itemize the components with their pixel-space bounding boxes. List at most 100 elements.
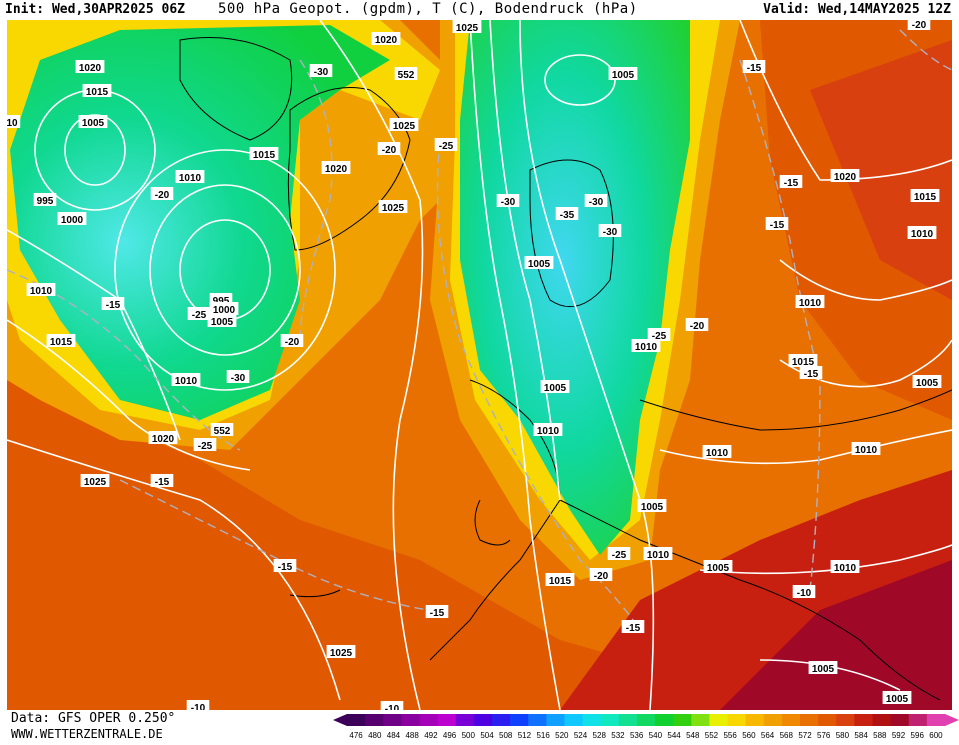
- isobar-label: 1010: [631, 339, 661, 353]
- isobar-label: 1005: [637, 499, 667, 513]
- temperature-label-box: [186, 700, 210, 710]
- colorbar-tick-label: 572: [798, 731, 812, 740]
- colorbar-swatch: [419, 714, 439, 726]
- temperature-label: -15: [101, 297, 125, 311]
- colorbar-tick-label: 560: [742, 731, 756, 740]
- colorbar-tick-label: 484: [387, 731, 401, 740]
- temperature-label-box: [598, 224, 622, 237]
- temperature-label: -30: [584, 194, 608, 208]
- temperature-label-text: -10: [385, 704, 400, 710]
- colorbar-swatch: [383, 714, 402, 726]
- isobar-label-box: [75, 60, 105, 73]
- colorbar-swatch: [655, 714, 674, 726]
- isobar-label-box: [795, 295, 825, 308]
- isobar-label-text: 552: [398, 70, 415, 81]
- isobar-label: 1025: [378, 200, 408, 214]
- isobar-label-box: [830, 560, 860, 573]
- isobar-label-text: 1005: [544, 383, 567, 394]
- isobar-label-text: 1020: [375, 35, 398, 46]
- isobar-label-box: [148, 431, 178, 444]
- isobar-label-text: 1015: [792, 357, 815, 368]
- colorbar-swatch: [582, 714, 602, 726]
- colorbar-tick-label: 584: [854, 731, 868, 740]
- temperature-label-text: -20: [285, 337, 300, 348]
- colorbar-swatch: [781, 714, 801, 726]
- temperature-label-box: [685, 318, 709, 331]
- trough-east: [460, 20, 690, 555]
- temperature-label: -25: [647, 328, 671, 342]
- isobar-label: 1025: [326, 645, 356, 659]
- isobar-label-box: [207, 314, 237, 327]
- temperature-label-text: -15: [804, 369, 819, 380]
- colorbar-tick-label: 536: [630, 731, 644, 740]
- isobar-label-box: [78, 115, 108, 128]
- temperature-label-text: -15: [784, 178, 799, 189]
- temperature-label-box: [584, 194, 608, 207]
- temperature-label-text: -25: [198, 441, 213, 452]
- isobar-label-box: [882, 691, 912, 704]
- colorbar-swatch: [491, 714, 511, 726]
- temperature-label: -15: [150, 474, 174, 488]
- isobar-label-text: 1005: [886, 694, 909, 705]
- colorbar-tick-label: 520: [555, 731, 569, 740]
- isobar-label-text: 1015: [253, 150, 276, 161]
- colorbar-swatch: [455, 714, 475, 726]
- temperature-label: -15: [425, 605, 449, 619]
- isobar-label-text: 1025: [330, 648, 353, 659]
- isobar-label-box: [608, 67, 638, 80]
- isobar-label-text: 1010: [537, 426, 560, 437]
- isobar-label: 1005: [808, 661, 838, 675]
- isobar-label-text: 1010: [834, 563, 857, 574]
- temperature-label: -20: [685, 318, 709, 332]
- isobar-label-text: 1010: [799, 298, 822, 309]
- isobar-label-text: 1020: [152, 434, 175, 445]
- isobar-label-box: [637, 499, 667, 512]
- isobar-label-text: 1005: [82, 118, 105, 129]
- temperature-label: -10: [186, 700, 210, 710]
- isobar-label: 1015: [788, 354, 818, 368]
- colorbar-swatch: [473, 714, 493, 726]
- isobar-label-box: [912, 375, 942, 388]
- isobar-label-text: 552: [214, 426, 231, 437]
- temperature-label: -15: [799, 366, 823, 380]
- colorbar-swatch: [437, 714, 457, 726]
- colorbar-tick-label: 564: [761, 731, 775, 740]
- isobar-label-text: 1005: [612, 70, 635, 81]
- temperature-label: -30: [598, 224, 622, 238]
- temperature-label-box: [150, 187, 174, 200]
- colorbar-swatch: [618, 714, 638, 726]
- isobar-label-text: 1010: [175, 376, 198, 387]
- map-title: 500 hPa Geopot. (gpdm), T (C), Bodendruc…: [218, 1, 638, 17]
- colorbar-tick-label: 508: [499, 731, 513, 740]
- colorbar-tick-label: 556: [723, 731, 737, 740]
- temperature-label-text: -30: [314, 67, 329, 78]
- isobar-label-text: 1020: [325, 164, 348, 175]
- colorbar-swatch: [727, 714, 747, 726]
- temperature-label-box: [309, 64, 333, 77]
- colorbar-right-arrow: [945, 714, 959, 726]
- temperature-label-box: [779, 175, 803, 188]
- isobar-label-box: [452, 20, 482, 33]
- isobar-label-text: 1010: [30, 286, 53, 297]
- colorbar-left-arrow: [333, 714, 347, 726]
- colorbar-tick-label: 596: [911, 731, 925, 740]
- isobar-label: 1005: [78, 115, 108, 129]
- temperature-label: -25: [434, 138, 458, 152]
- colorbar-swatch: [347, 714, 366, 726]
- temperature-label-text: -30: [603, 227, 618, 238]
- isobar-label-text: 1010: [855, 445, 878, 456]
- isobar-label: 1010: [175, 170, 205, 184]
- temperature-label-box: [907, 20, 931, 30]
- isobar-label-box: [175, 170, 205, 183]
- colorbar-swatch: [709, 714, 729, 726]
- colorbar-tick-label: 516: [536, 731, 550, 740]
- temperature-label-text: -20: [155, 190, 170, 201]
- isobar-label-box: [703, 560, 733, 573]
- isobar-label-text: 1010: [647, 550, 670, 561]
- isobar-label-text: 995: [37, 196, 54, 207]
- colorbar-swatch: [365, 714, 384, 726]
- isobar-label: 1005: [207, 314, 237, 328]
- temperature-label: -15: [742, 60, 766, 74]
- init-time: Init: Wed,30APR2025 06Z: [5, 2, 186, 17]
- temperature-label-box: [799, 366, 823, 379]
